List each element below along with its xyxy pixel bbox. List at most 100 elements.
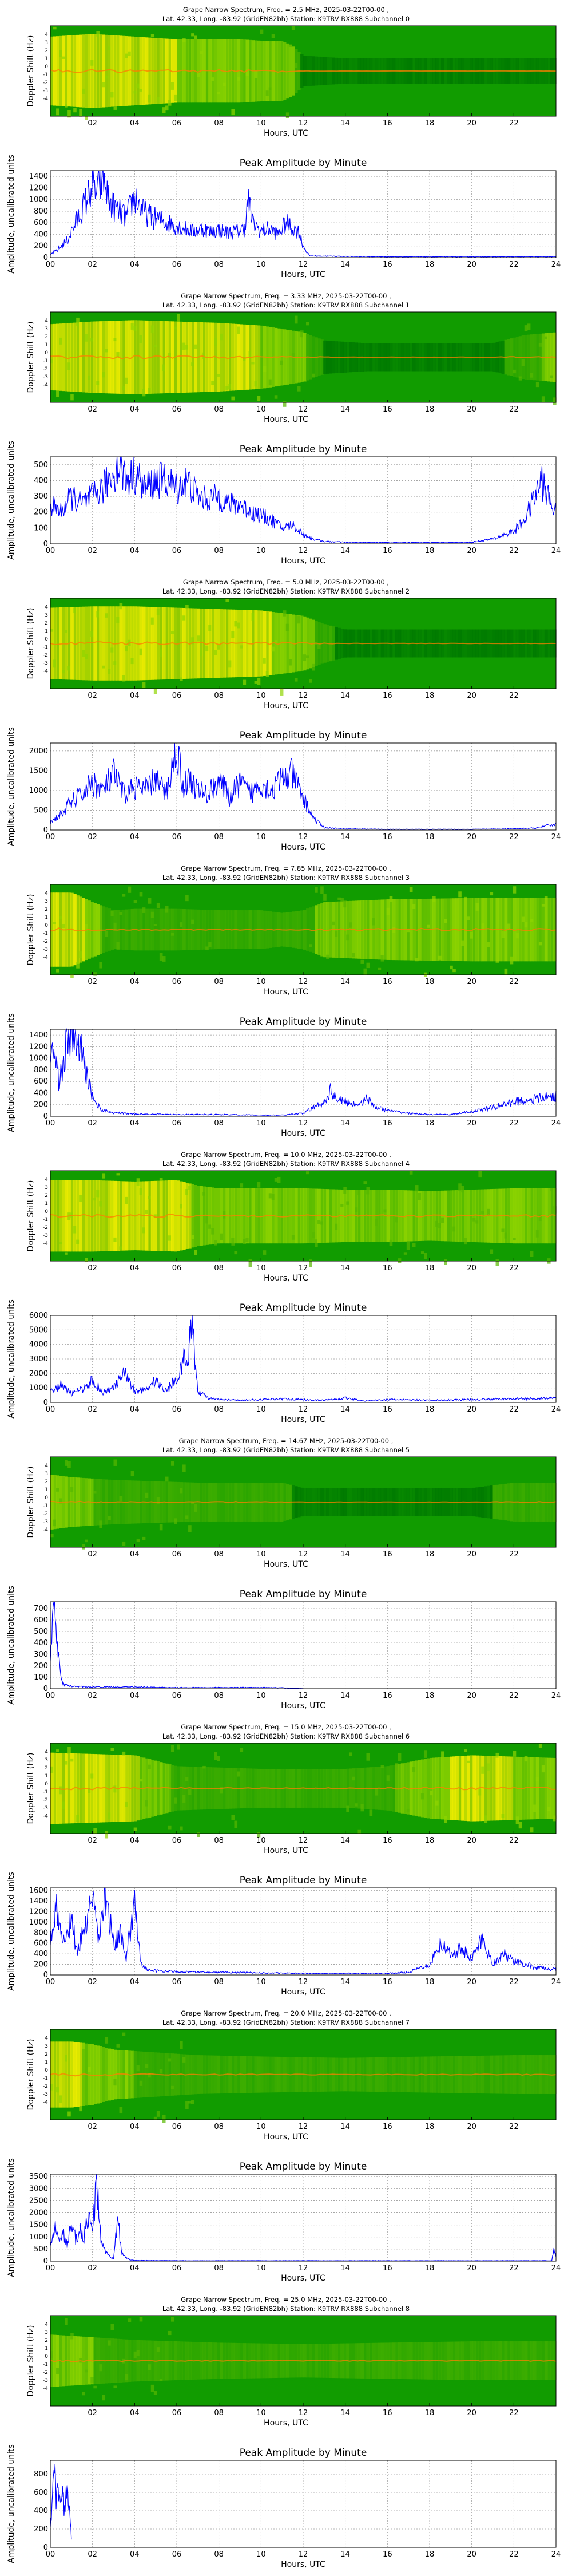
amplitude-x-tick-label: 16 — [383, 260, 392, 269]
spectrogram-speckle — [340, 898, 344, 903]
spectrogram-speckle — [110, 92, 114, 98]
spectrogram-y-tick-label: 1 — [45, 2060, 48, 2065]
spectrogram-speckle — [96, 611, 100, 618]
spectrogram-y-axis-label: Doppler Shift (Hz) — [26, 2325, 35, 2397]
spectrogram-speckle — [133, 2351, 137, 2359]
spectrogram-y-tick-label: 0 — [45, 1781, 48, 1787]
spectrogram-speckle — [315, 1239, 318, 1247]
spectrogram-speckle — [173, 94, 177, 101]
spectrogram-column — [243, 39, 247, 102]
spectrogram-speckle — [208, 942, 212, 947]
spectrogram-speckle — [243, 357, 247, 361]
spectrogram-speckle — [217, 1756, 220, 1761]
spectrogram-x-axis-label: Hours, UTC — [264, 1274, 308, 1283]
spectrogram-speckle — [139, 1188, 143, 1195]
amplitude-x-tick-label: 10 — [256, 2550, 266, 2559]
spectrogram-column — [335, 1189, 338, 1243]
spectrogram-column — [180, 321, 183, 393]
amplitude-y-tick-label: 1000 — [29, 1384, 48, 1393]
amplitude-y-axis-label: Amplitude, uncalibrated units — [7, 2444, 16, 2563]
amplitude-x-tick-label: 02 — [88, 2550, 97, 2559]
amplitude-y-tick-label: 200 — [34, 242, 48, 251]
spectrogram-speckle — [257, 396, 261, 401]
amplitude-x-axis-label: Hours, UTC — [281, 270, 325, 279]
spectrogram-speckle — [67, 109, 71, 118]
spectrogram-y-tick-label: -4 — [43, 1527, 48, 1533]
spectrogram-column — [283, 613, 287, 674]
amplitude-y-tick-label: 1500 — [29, 2221, 48, 2230]
spectrogram-speckle — [153, 2116, 157, 2120]
spectrogram-column — [119, 35, 123, 106]
spectrogram-speckle — [119, 1246, 123, 1250]
spectrogram-speckle — [211, 1228, 214, 1235]
amplitude-x-tick-label: 12 — [299, 1119, 308, 1128]
amplitude-series-line — [50, 742, 557, 830]
spectrogram-title: Grape Narrow Spectrum, Freq. = 10.0 MHz,… — [181, 1151, 391, 1159]
spectrogram-column — [139, 2051, 143, 2098]
spectrogram-column — [165, 38, 169, 104]
amplitude-x-tick-label: 22 — [509, 1692, 519, 1700]
spectrogram-x-tick-label: 04 — [130, 978, 140, 986]
spectrogram-column — [156, 1180, 160, 1251]
spectrogram-speckle — [423, 1750, 427, 1758]
amplitude-x-tick-label: 00 — [46, 833, 55, 841]
amplitude-y-tick-label: 0 — [43, 540, 48, 548]
spectrogram-speckle — [355, 1803, 359, 1807]
spectrogram-y-tick-label: 0 — [45, 923, 48, 929]
spectrogram-speckle — [67, 362, 71, 370]
spectrogram-speckle — [470, 931, 473, 939]
spectrogram-x-tick-label: 12 — [299, 978, 308, 986]
spectrogram-speckle — [122, 894, 126, 897]
spectrogram-column — [170, 607, 174, 679]
spectrogram-column — [398, 899, 402, 961]
amplitude-y-axis-label: Amplitude, uncalibrated units — [7, 1586, 16, 1705]
spectrogram-column — [357, 900, 362, 959]
spectrogram-speckle — [168, 100, 172, 106]
spectrogram-column — [185, 322, 189, 393]
spectrogram-x-tick-label: 08 — [214, 978, 224, 986]
amplitude-x-tick-label: 12 — [299, 2264, 308, 2273]
spectrogram-speckle — [403, 1252, 407, 1255]
spectrogram-y-tick-label: -2 — [43, 80, 48, 86]
spectrogram-column — [461, 1756, 464, 1821]
spectrogram-column — [159, 1180, 163, 1251]
spectrogram-speckle — [406, 1242, 410, 1250]
spectrogram-y-tick-label: 2 — [45, 2052, 48, 2057]
spectrogram-speckle — [133, 1827, 137, 1831]
spectrogram-column — [136, 320, 140, 394]
spectrogram-column — [70, 2041, 74, 2108]
spectrogram-speckle — [108, 1516, 112, 1520]
amplitude-frame — [50, 2460, 557, 2548]
spectrogram-column — [254, 610, 258, 677]
amplitude-y-tick-label: 200 — [34, 1101, 48, 1109]
amplitude-x-tick-label: 04 — [130, 1692, 140, 1700]
spectrogram-speckle — [234, 1820, 238, 1828]
spectrogram-x-tick-label: 12 — [299, 1836, 308, 1845]
spectrogram-x-tick-label: 06 — [172, 1264, 182, 1273]
spectrogram-speckle — [487, 942, 491, 947]
spectrogram-speckle — [320, 1221, 324, 1225]
spectrogram-speckle — [237, 326, 241, 334]
spectrogram-x-tick-label: 08 — [214, 119, 224, 128]
spectrogram-speckle — [420, 1793, 424, 1800]
spectrogram-column — [82, 898, 85, 962]
spectrogram-speckle — [59, 916, 62, 919]
spectrogram-speckle — [148, 1764, 152, 1769]
amplitude-y-tick-label: 200 — [34, 1961, 48, 1969]
amplitude-y-tick-label: 1000 — [29, 1054, 48, 1063]
spectrogram-speckle — [346, 934, 349, 941]
spectrogram-column — [79, 1180, 82, 1252]
spectrogram-y-tick-label: -2 — [43, 653, 48, 658]
spectrogram-heatmap — [50, 1171, 557, 1267]
spectrogram-column — [162, 38, 166, 104]
spectrogram-column — [420, 1191, 424, 1241]
amplitude-x-tick-label: 06 — [172, 833, 182, 841]
spectrogram-x-tick-label: 02 — [88, 2123, 97, 2131]
spectrogram-speckle — [168, 1235, 172, 1241]
spectrogram-speckle — [182, 1464, 186, 1472]
amplitude-y-tick-label: 400 — [34, 1950, 48, 1958]
spectrogram-column — [148, 1181, 152, 1251]
amplitude-x-tick-label: 18 — [425, 1978, 435, 1986]
amplitude-x-tick-label: 10 — [256, 1978, 266, 1986]
spectrogram-x-tick-label: 22 — [509, 119, 519, 128]
